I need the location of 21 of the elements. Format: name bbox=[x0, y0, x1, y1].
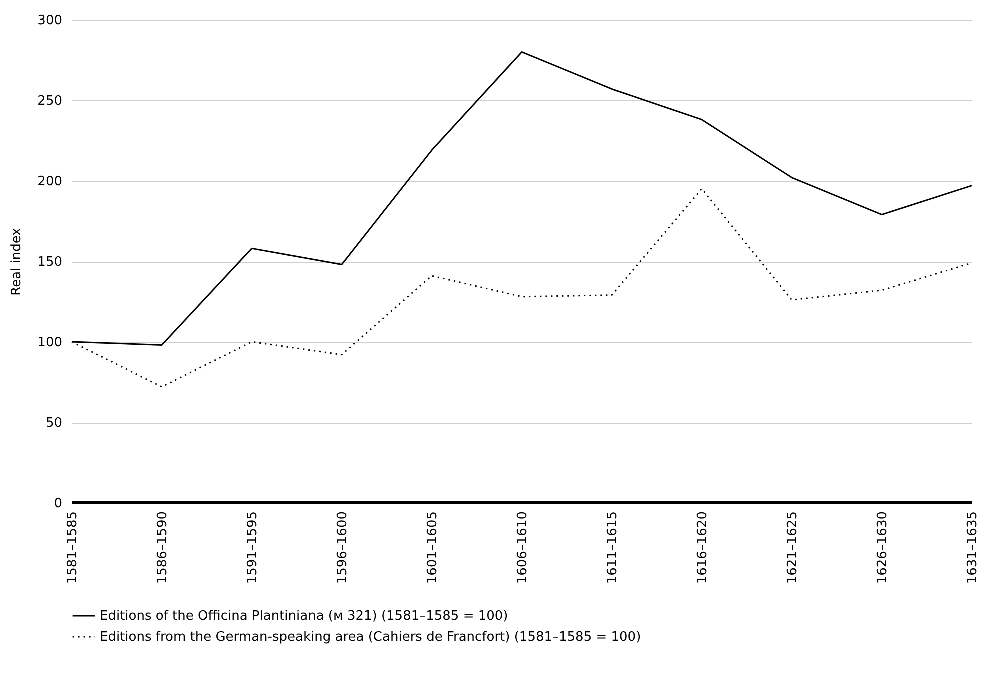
x-tick-label: 1581–1585 bbox=[66, 512, 80, 584]
y-tick-label: 150 bbox=[38, 255, 62, 270]
x-tick-label: 1601–1605 bbox=[426, 512, 440, 584]
legend-label: Editions from the German-speaking area (Cahiers de Francfort) (1581–1585 = 100) bbox=[100, 630, 642, 645]
y-tick-label: 300 bbox=[38, 14, 62, 28]
y-tick-label: 50 bbox=[46, 416, 62, 431]
x-tick-label: 1611–1615 bbox=[606, 512, 620, 584]
x-tick-label: 1621–1625 bbox=[786, 512, 800, 584]
legend-label: Editions of the Officina Plantiniana (ᴍ 321) (1581–1585 = 100) bbox=[100, 609, 508, 624]
x-tick-label: 1616–1620 bbox=[696, 512, 710, 584]
x-tick-label: 1606–1610 bbox=[516, 512, 530, 584]
x-tick-label: 1631–1635 bbox=[966, 512, 980, 584]
y-tick-label: 0 bbox=[54, 496, 62, 512]
y-tick-label: 200 bbox=[38, 174, 62, 190]
x-tick-label: 1591–1595 bbox=[246, 512, 260, 584]
x-tick-label: 1596–1600 bbox=[336, 512, 350, 584]
x-tick-label: 1626–1630 bbox=[876, 512, 890, 584]
x-tick-label: 1586–1590 bbox=[156, 512, 170, 584]
y-axis-title: Real index bbox=[10, 228, 25, 296]
y-tick-label: 250 bbox=[38, 94, 62, 109]
y-tick-label: 100 bbox=[38, 336, 62, 350]
